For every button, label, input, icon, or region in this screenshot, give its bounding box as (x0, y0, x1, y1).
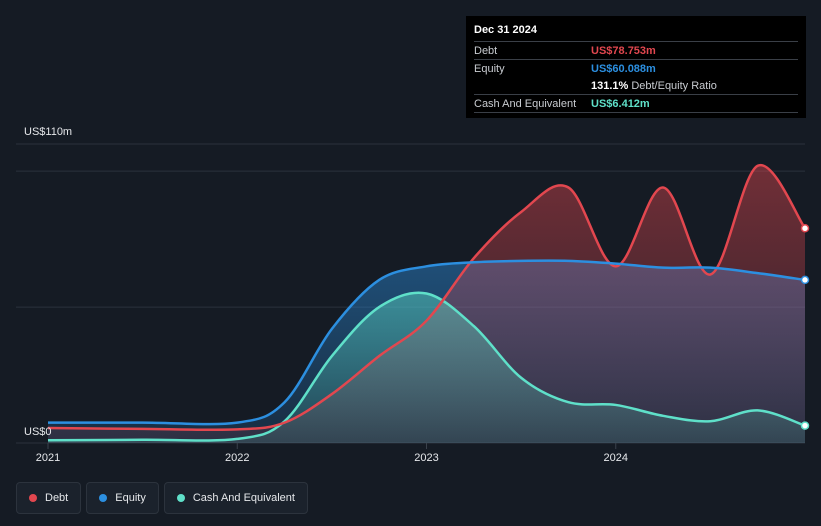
x-tick-label-2024: 2024 (604, 452, 628, 464)
axis-labels: US$110m US$0 2021 2022 2023 2024 (24, 126, 628, 464)
tooltip-ratio-value: 131.1% (591, 79, 629, 92)
series-lines (47, 164, 810, 442)
x-tick-label-2021: 2021 (36, 452, 60, 464)
legend-dot-cash (176, 494, 185, 502)
line-debt (47, 164, 807, 432)
area-debt (48, 165, 805, 444)
tooltip-debt-label: Debt (474, 44, 498, 57)
tooltip-row-debt: Debt US$78.753m (474, 41, 798, 59)
series-areas (48, 165, 805, 444)
tooltip-ratio-label: Debt/Equity Ratio (631, 79, 717, 92)
endpoint-debt (800, 224, 810, 233)
chart-legend: Debt Equity Cash And Equivalent (16, 482, 308, 514)
tooltip-equity-value: US$60.088m (591, 62, 656, 75)
y-label-zero: US$0 (24, 426, 52, 438)
tooltip-row-ratio: 131.1% Debt/Equity Ratio (474, 77, 798, 94)
endpoint-equity (800, 275, 810, 285)
tooltip-debt-value: US$78.753m (591, 44, 656, 57)
legend-item-debt[interactable]: Debt (16, 482, 82, 514)
line-equity (48, 259, 806, 426)
tooltip-cash-label: Cash And Equivalent (474, 97, 577, 110)
endpoint-cash-and-equivalent (800, 421, 810, 430)
y-label-top: US$110m (24, 126, 72, 138)
legend-label-debt: Debt (45, 492, 69, 504)
legend-item-equity[interactable]: Equity (86, 482, 159, 514)
line-cash-and-equivalent (47, 291, 806, 442)
tooltip-date: Dec 31 2024 (474, 24, 537, 36)
x-tick-label-2023: 2023 (414, 452, 438, 464)
legend-item-cash[interactable]: Cash And Equivalent (163, 482, 308, 514)
tooltip-panel: Dec 31 2024 Debt US$78.753m Equity US$60… (466, 16, 806, 118)
tooltip-row-equity: Equity US$60.088m (474, 59, 798, 77)
legend-dot-debt (29, 494, 37, 502)
tooltip-row-cash: Cash And Equivalent US$6.412m (474, 94, 798, 113)
tooltip-equity-label: Equity (474, 62, 505, 75)
legend-label-cash: Cash And Equivalent (192, 492, 295, 504)
legend-label-equity: Equity (115, 492, 146, 504)
x-tick-label-2022: 2022 (225, 452, 249, 464)
legend-dot-equity (99, 494, 108, 502)
tooltip-cash-value: US$6.412m (591, 97, 650, 110)
